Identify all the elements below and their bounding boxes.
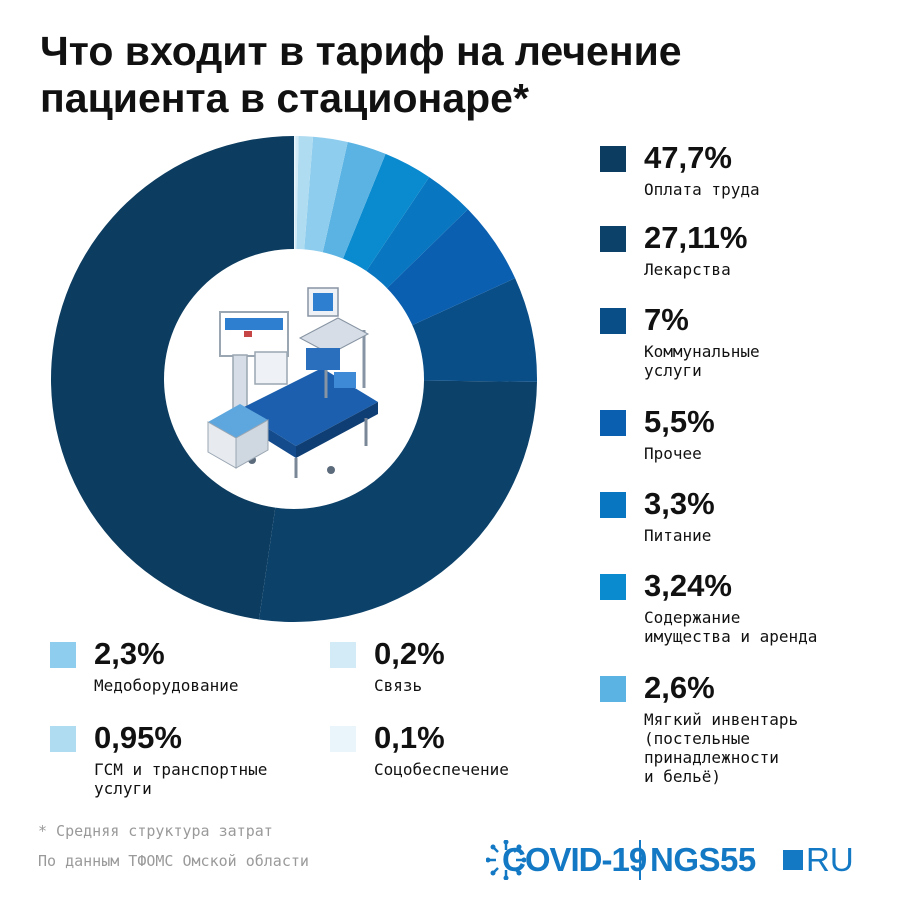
footnote-structure: * Средняя структура затрат <box>38 822 273 840</box>
logo-ngs-text: NGS55 <box>650 841 756 878</box>
legend-label: Содержание имущества и аренда <box>644 608 818 646</box>
legend-swatch <box>600 226 626 252</box>
footnote-source: По данным ТФОМС Омской области <box>38 852 309 870</box>
virus-icon <box>486 840 526 880</box>
legend-label: Соцобеспечение <box>374 760 509 779</box>
legend-value: 0,2% <box>374 636 445 671</box>
covid-ngs55-logo: COVID-19 NGS55 RU <box>486 836 866 882</box>
legend-value: 7% <box>644 302 689 337</box>
legend-value: 2,6% <box>644 670 715 705</box>
legend-label: ГСМ и транспортные услуги <box>94 760 268 798</box>
legend-label: Оплата труда <box>644 180 760 199</box>
legend-label: Питание <box>644 526 712 545</box>
logo-divider <box>639 840 641 880</box>
legend-swatch <box>600 676 626 702</box>
legend-swatch <box>50 642 76 668</box>
legend-swatch <box>600 146 626 172</box>
legend-value: 47,7% <box>644 140 732 175</box>
legend-label: Лекарства <box>644 260 731 279</box>
logo-ru-text: RU <box>806 841 854 878</box>
legend-swatch <box>330 726 356 752</box>
hospital-bed-icon <box>207 287 378 478</box>
legend-swatch <box>600 492 626 518</box>
donut-hole <box>164 249 424 509</box>
legend-swatch <box>600 574 626 600</box>
legend-value: 3,24% <box>644 568 732 603</box>
legend-swatch <box>50 726 76 752</box>
legend-value: 27,11% <box>644 220 748 255</box>
legend-value: 2,3% <box>94 636 165 671</box>
legend-swatch <box>330 642 356 668</box>
chart-title: Что входит в тариф на лечение пациента в… <box>40 28 682 121</box>
legend-label: Мягкий инвентарь (постельные принадлежно… <box>644 710 799 786</box>
legend-swatch <box>600 410 626 436</box>
legend-value: 0,95% <box>94 720 182 755</box>
legend-swatch <box>600 308 626 334</box>
logo-square <box>783 850 803 870</box>
legend-value: 0,1% <box>374 720 445 755</box>
legend-label: Связь <box>374 676 423 695</box>
legend-value: 3,3% <box>644 486 715 521</box>
legend-label: Прочее <box>644 444 702 463</box>
legend-label: Коммунальные услуги <box>644 342 760 380</box>
legend-value: 5,5% <box>644 404 715 439</box>
logo-covid-text: COVID-19 <box>502 841 647 878</box>
legend-label: Медоборудование <box>94 676 239 695</box>
